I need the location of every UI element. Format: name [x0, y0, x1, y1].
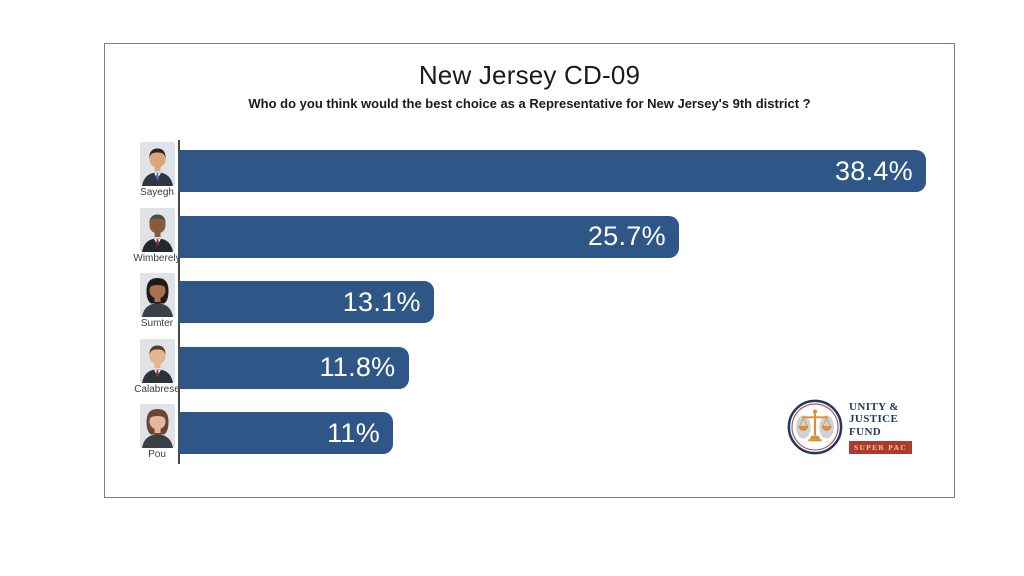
- chart-subtitle: Who do you think would the best choice a…: [248, 96, 811, 111]
- bar-rows: Sayegh 38.4% Wimberely 25.7% Sumter: [105, 44, 954, 497]
- bar-row: Sumter 13.1%: [105, 273, 954, 329]
- bar: 38.4%: [179, 150, 926, 192]
- candidate: Wimberely: [129, 207, 185, 264]
- logo-line-1: UNITY &: [849, 400, 899, 413]
- logo-text: UNITY & JUSTICE FUND SUPER PAC: [849, 400, 913, 454]
- bar-value-label: 13.1%: [342, 286, 421, 317]
- bar: 11.8%: [179, 346, 409, 389]
- candidate-photo: [129, 273, 185, 317]
- bar-row: Calabrese 11.8%: [105, 338, 954, 395]
- candidate-name: Wimberely: [133, 252, 181, 264]
- candidate-photo: [129, 207, 185, 252]
- super-pac-badge: SUPER PAC: [849, 441, 913, 454]
- logo-line-3: FUND: [849, 425, 882, 438]
- bar-row: Pou 11%: [105, 404, 954, 460]
- candidate: Pou: [129, 404, 185, 460]
- bar: 11%: [179, 412, 393, 454]
- bar-value-label: 25.7%: [587, 221, 666, 251]
- candidate-photo: [129, 338, 185, 383]
- bar-row: Sayegh 38.4%: [105, 142, 954, 198]
- candidate-name: Calabrese: [134, 383, 180, 395]
- candidate-photo: [129, 404, 185, 448]
- candidate: Calabrese: [129, 338, 185, 395]
- bar: 13.1%: [179, 281, 434, 323]
- candidate-name: Sayegh: [140, 187, 174, 198]
- scales-of-justice-icon: [786, 398, 844, 456]
- candidate-name: Sumter: [140, 318, 174, 329]
- candidate: Sayegh: [129, 142, 185, 198]
- bar-row: Wimberely 25.7%: [105, 207, 954, 264]
- bar-value-label: 11.8%: [319, 352, 396, 382]
- chart-card: New Jersey CD-09 Who do you think would …: [104, 43, 955, 498]
- candidate-name: Pou: [148, 449, 166, 460]
- candidate-photo: [129, 142, 185, 186]
- candidate: Sumter: [129, 273, 185, 329]
- chart-title: New Jersey CD-09: [418, 60, 641, 90]
- logo-line-2: JUSTICE: [849, 413, 899, 425]
- axis-line: [178, 140, 180, 464]
- logo: UNITY & JUSTICE FUND SUPER PAC: [786, 398, 913, 456]
- bar: 25.7%: [179, 215, 679, 258]
- bar-value-label: 38.4%: [834, 155, 913, 186]
- bar-value-label: 11%: [327, 417, 380, 448]
